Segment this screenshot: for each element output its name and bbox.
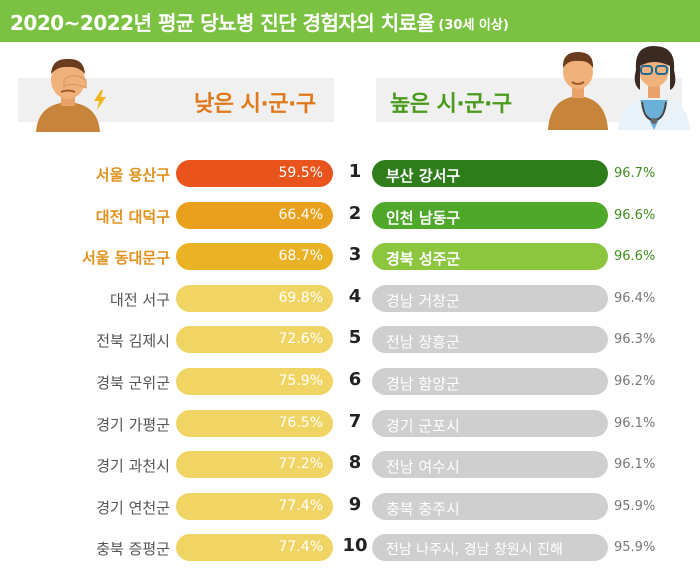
low-rate-label: 77.4% [278, 539, 323, 556]
low-district-name: 경기 과천시 [96, 457, 170, 476]
high-rate-label: 96.1% [614, 457, 656, 473]
high-district-name: 전남 여수시 [386, 458, 460, 477]
rank-number: 1 [348, 161, 362, 182]
high-rate-bar: 전남 장흥군 [372, 326, 608, 354]
high-rate-label: 95.9% [614, 498, 656, 514]
low-rate-label: 75.9% [278, 373, 323, 389]
rank-number: 3 [348, 244, 362, 266]
low-rate-bar: 69.8% [176, 284, 333, 312]
high-banner-label: 높은 시·군·구 [390, 92, 512, 117]
table-row: 경기 연천군 77.4% 9 충북 충주시 95.9% [0, 490, 700, 524]
low-district-name: 경기 연천군 [96, 498, 170, 517]
low-district-name: 서울 동대문구 [81, 249, 170, 268]
high-rate-label: 96.3% [614, 332, 656, 348]
high-rate-bar: 경기 군포시 [372, 409, 608, 437]
high-district-name: 경남 함양군 [386, 375, 460, 393]
rank-number: 9 [348, 493, 362, 515]
low-rate-bar: 77.4% [176, 534, 333, 562]
table-row: 충북 증평군 77.4% 10 전남 나주시, 경남 창원시 진해 95.9% [0, 531, 700, 565]
page-subtitle: (30세 이상) [438, 17, 509, 33]
low-district-name: 전북 김제시 [96, 332, 170, 351]
low-rate-label: 69.8% [278, 289, 323, 306]
low-rate-bar: 75.9% [176, 368, 333, 395]
table-row: 경북 군위군 75.9% 6 경남 함양군 96.2% [0, 365, 700, 399]
high-rate-bar: 충북 충주시 [372, 492, 608, 520]
high-rate-bar: 인천 남동구 [372, 201, 608, 229]
low-district-name: 서울 용산구 [95, 166, 170, 184]
high-rate-label: 96.2% [614, 374, 656, 389]
low-rate-label: 77.4% [278, 497, 323, 514]
low-district-name: 충북 증평군 [96, 540, 170, 559]
high-rate-label: 96.7% [614, 166, 656, 181]
table-row: 전북 김제시 72.6% 5 전남 장흥군 96.3% [0, 323, 700, 357]
high-rate-label: 96.6% [614, 207, 656, 223]
rank-number: 6 [348, 369, 362, 390]
low-rate-bar: 72.6% [176, 326, 333, 354]
table-row: 경기 과천시 77.2% 8 전남 여수시 96.1% [0, 448, 700, 482]
page-title: 2020~2022년 평균 당뇨병 진단 경험자의 치료율 [10, 10, 435, 35]
low-rate-bar: 77.4% [176, 492, 333, 520]
low-rate-bar: 77.2% [176, 451, 333, 479]
rank-number: 10 [342, 535, 368, 557]
rank-number: 2 [348, 202, 362, 224]
rank-number: 4 [348, 285, 362, 307]
rank-number: 8 [348, 452, 362, 474]
high-rate-bar: 경남 거창군 [372, 284, 608, 312]
rank-number: 7 [348, 410, 362, 432]
low-rate-label: 72.6% [278, 331, 323, 348]
low-district-name: 대전 서구 [110, 290, 170, 309]
high-district-name: 인천 남동구 [386, 208, 461, 227]
high-rate-bar: 부산 강서구 [372, 160, 608, 187]
high-district-name: 경남 거창군 [386, 291, 460, 310]
low-rate-bar: 76.5% [176, 409, 333, 437]
high-rate-label: 96.4% [614, 290, 656, 306]
low-district-name: 경기 가평군 [96, 415, 170, 434]
table-row: 대전 서구 69.8% 4 경남 거창군 96.4% [0, 282, 700, 316]
lightning-icon [92, 90, 108, 110]
high-rate-label: 95.9% [614, 540, 656, 556]
high-rate-bar: 경남 함양군 [372, 368, 608, 395]
high-district-name: 경기 군포시 [386, 416, 460, 435]
low-district-name: 경북 군위군 [96, 374, 170, 392]
patient-man-illustration [546, 44, 610, 130]
high-district-name: 부산 강서구 [386, 167, 461, 185]
low-rate-bar: 59.5% [176, 160, 333, 187]
low-rate-label: 77.2% [278, 456, 323, 473]
doctor-illustration [614, 40, 696, 130]
low-rate-bar: 66.4% [176, 201, 333, 229]
low-rate-label: 76.5% [278, 414, 323, 431]
high-rate-bar: 전남 여수시 [372, 451, 608, 479]
high-rate-label: 96.6% [614, 249, 656, 265]
low-rate-bar: 68.7% [176, 243, 333, 271]
low-rate-label: 59.5% [278, 165, 323, 181]
high-rate-bar: 전남 나주시, 경남 창원시 진해 [372, 534, 608, 562]
low-district-name: 대전 대덕구 [95, 207, 170, 226]
low-banner-label: 낮은 시·군·구 [194, 92, 316, 117]
table-row: 경기 가평군 76.5% 7 경기 군포시 96.1% [0, 407, 700, 441]
rank-number: 5 [348, 327, 362, 349]
high-rate-label: 96.1% [614, 415, 656, 431]
table-row: 대전 대덕구 66.4% 2 인천 남동구 96.6% [0, 199, 700, 233]
table-row: 서울 동대문구 68.7% 3 경북 성주군 96.6% [0, 240, 700, 274]
distressed-man-illustration [28, 52, 108, 132]
header-banner: 2020~2022년 평균 당뇨병 진단 경험자의 치료율 (30세 이상) [0, 0, 700, 42]
high-district-name: 충북 충주시 [386, 499, 460, 518]
high-district-name: 전남 장흥군 [386, 333, 460, 352]
high-district-name: 경북 성주군 [386, 250, 461, 269]
high-district-name: 전남 나주시, 경남 창원시 진해 [386, 542, 563, 559]
table-row: 서울 용산구 59.5% 1 부산 강서구 96.7% [0, 157, 700, 191]
low-rate-label: 66.4% [278, 206, 323, 223]
high-rate-bar: 경북 성주군 [372, 243, 608, 271]
low-rate-label: 68.7% [278, 248, 323, 265]
